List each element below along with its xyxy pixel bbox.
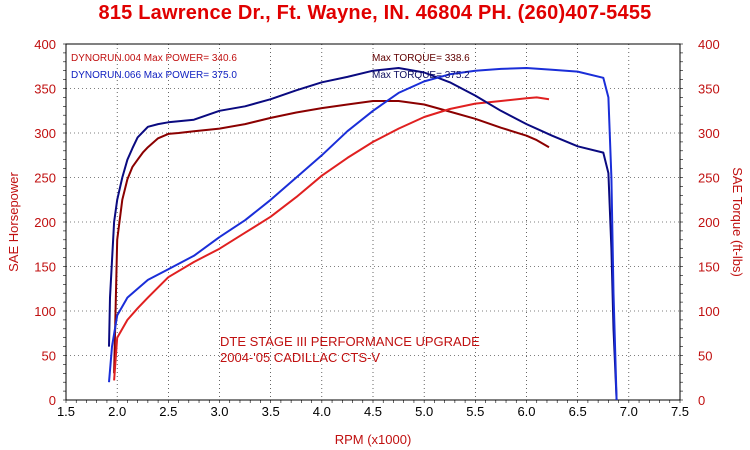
y-right-tick-label: 0 bbox=[698, 393, 705, 408]
annotation-run1-torque: Max TORQUE= 338.6 bbox=[372, 53, 470, 64]
y-left-tick-label: 0 bbox=[49, 393, 56, 408]
shop-address-header: 815 Lawrence Dr., Ft. Wayne, IN. 46804 P… bbox=[98, 2, 652, 24]
x-tick-label: 5.0 bbox=[415, 404, 433, 419]
x-tick-label: 2.0 bbox=[108, 404, 126, 419]
y-right-tick-label: 150 bbox=[698, 260, 720, 275]
x-tick-label: 6.5 bbox=[569, 404, 587, 419]
x-tick-label: 5.5 bbox=[466, 404, 484, 419]
caption-upgrade: DTE STAGE III PERFORMANCE UPGRADE bbox=[220, 334, 480, 349]
y-right-axis-label: SAE Torque (ft-lbs) bbox=[730, 167, 745, 277]
annotation-run1-power: DYNORUN.004 Max POWER= 340.6 bbox=[71, 53, 237, 64]
y-right-tick-label: 300 bbox=[698, 126, 720, 141]
x-tick-label: 3.0 bbox=[210, 404, 228, 419]
annotation-run2-torque: Max TORQUE= 375.2 bbox=[372, 70, 470, 81]
series-line-horsepower-run2 bbox=[108, 67, 618, 401]
y-right-tick-label: 200 bbox=[698, 215, 720, 230]
series-lines bbox=[108, 67, 618, 401]
y-right-tick-label: 50 bbox=[698, 349, 712, 364]
series-line-torque-run2 bbox=[108, 67, 618, 401]
y-left-axis-ticks: 0 50 100 150 200 250 300 350 400 bbox=[34, 37, 66, 408]
x-tick-label: 3.5 bbox=[262, 404, 280, 419]
x-tick-label: 1.5 bbox=[57, 404, 75, 419]
y-right-tick-label: 400 bbox=[698, 37, 720, 52]
y-left-tick-label: 250 bbox=[34, 171, 56, 186]
x-tick-label: 7.0 bbox=[620, 404, 638, 419]
x-tick-label: 4.5 bbox=[364, 404, 382, 419]
x-axis-ticks: 1.5 2.0 2.5 3.0 3.5 4.0 4.5 5.0 5.5 6.0 6.5 7.0 7.5 bbox=[57, 400, 689, 419]
y-left-tick-label: 300 bbox=[34, 126, 56, 141]
y-right-tick-label: 250 bbox=[698, 171, 720, 186]
x-tick-label: 6.0 bbox=[517, 404, 535, 419]
x-tick-label: 2.5 bbox=[159, 404, 177, 419]
caption-vehicle: 2004-'05 CADILLAC CTS-V bbox=[220, 350, 380, 365]
x-tick-label: 7.5 bbox=[671, 404, 689, 419]
x-axis-label: RPM (x1000) bbox=[335, 432, 412, 447]
y-left-axis-label: SAE Horsepower bbox=[6, 171, 21, 271]
y-left-tick-label: 150 bbox=[34, 260, 56, 275]
y-right-tick-label: 350 bbox=[698, 82, 720, 97]
y-left-tick-label: 50 bbox=[42, 349, 56, 364]
y-left-tick-label: 100 bbox=[34, 304, 56, 319]
series-line-torque-run1 bbox=[113, 100, 550, 374]
x-tick-label: 4.0 bbox=[313, 404, 331, 419]
y-right-tick-label: 100 bbox=[698, 304, 720, 319]
y-left-tick-label: 350 bbox=[34, 82, 56, 97]
y-right-axis-ticks: 0 50 100 150 200 250 300 350 400 bbox=[680, 37, 720, 408]
annotation-run2-power: DYNORUN.066 Max POWER= 375.0 bbox=[71, 70, 237, 81]
y-left-tick-label: 200 bbox=[34, 215, 56, 230]
y-left-tick-label: 400 bbox=[34, 37, 56, 52]
